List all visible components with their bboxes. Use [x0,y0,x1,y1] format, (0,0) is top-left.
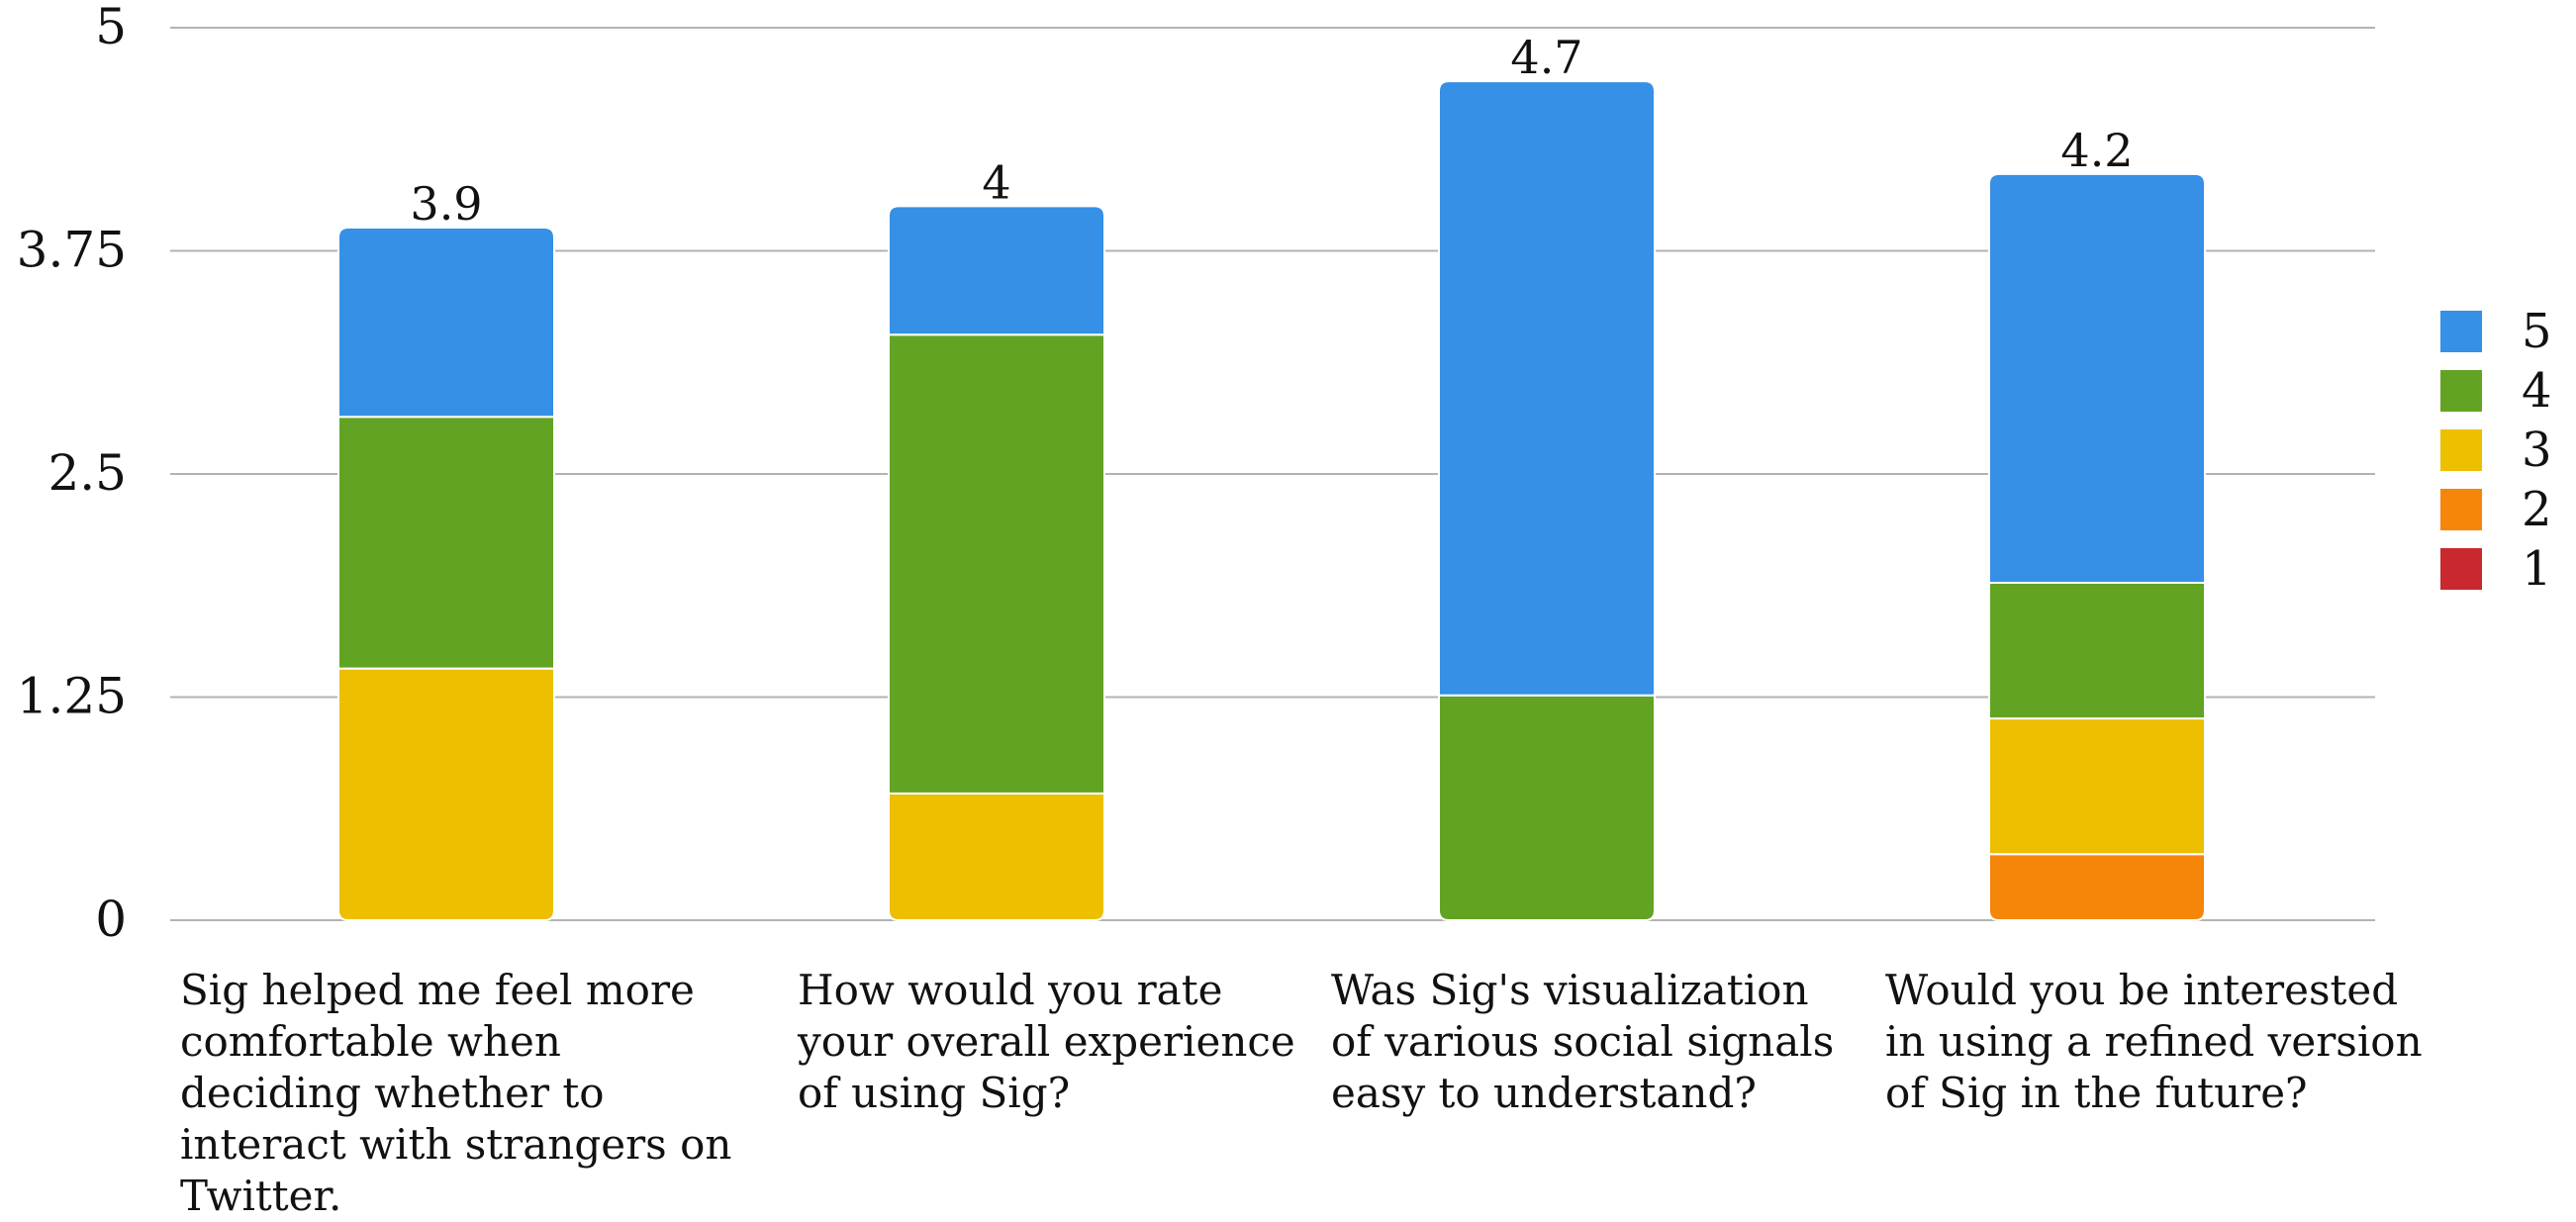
legend-swatch-3 [2440,429,2482,471]
legend-label-2: 2 [2522,482,2552,537]
legend-label-4: 4 [2522,363,2552,419]
y-axis-ticks: 0 1.25 2.5 3.75 5 [17,0,127,948]
bar-total-label: 4.7 [1510,31,1582,84]
legend-item-5: 5 [2440,302,2552,361]
bar-total-label: 3.9 [410,177,482,231]
bar-total-label: 4.2 [2060,124,2133,177]
bars [337,80,2206,921]
legend-swatch-2 [2440,489,2482,530]
bar-segment-5 [1988,172,2206,585]
y-tick-label: 0 [95,891,127,948]
bar-segment-4 [888,333,1105,795]
category-label-2: Was Sig's visualization of various socia… [1331,966,1835,1117]
legend-label-3: 3 [2522,423,2552,478]
bar-segment-3 [888,792,1105,921]
stacked-bar-chart: 0 1.25 2.5 3.75 5 3.9 4 4.7 4.2 [17,0,2375,948]
category-label-1: How would you rate your overall experien… [798,966,1295,1117]
category-label-3: Would you be interested in using a refin… [1885,966,2423,1117]
bar-total-labels: 3.9 4 4.7 4.2 [410,31,2133,231]
legend-label-5: 5 [2522,304,2552,359]
bar-segment-4 [1438,694,1656,921]
legend-swatch-4 [2440,370,2482,412]
bar-segment-3 [1988,717,2206,856]
legend-swatch-1 [2440,548,2482,590]
bar-stack [888,205,1105,921]
bar-segment-5 [337,227,555,419]
legend: 5 4 3 2 1 [2440,302,2552,599]
bar-stack [1988,172,2206,921]
category-label-0: Sig helped me feel more comfortable when… [180,966,732,1220]
bar-segment-5 [1438,80,1656,697]
legend-item-2: 2 [2440,480,2552,539]
y-tick-label: 2.5 [48,444,127,502]
bar-total-label: 4 [982,155,1010,209]
y-tick-label: 1.25 [17,668,127,725]
legend-item-4: 4 [2440,361,2552,421]
legend-swatch-5 [2440,311,2482,352]
bar-segment-4 [1988,582,2206,720]
bar-segment-4 [337,416,555,670]
bar-segment-3 [337,667,555,921]
legend-label-1: 1 [2522,541,2552,597]
legend-item-1: 1 [2440,539,2552,599]
legend-item-3: 3 [2440,421,2552,480]
bar-stack [337,227,555,921]
bar-segment-5 [888,205,1105,336]
y-tick-label: 3.75 [17,222,127,279]
bar-stack [1438,80,1656,921]
y-tick-label: 5 [95,0,127,55]
bar-segment-2 [1988,853,2206,921]
